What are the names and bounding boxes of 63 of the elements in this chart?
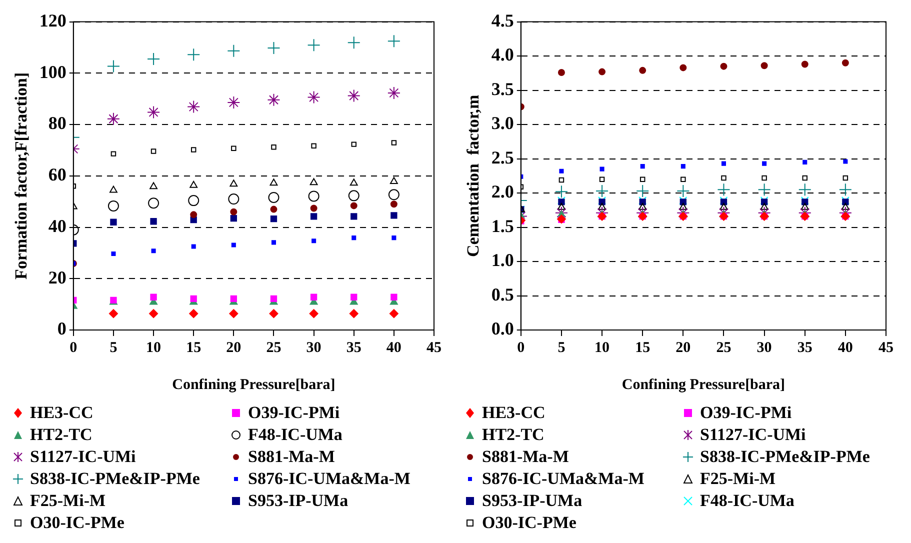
x-tick-label: 20	[676, 340, 691, 356]
y-axis-title: Cementation factor,m	[464, 94, 483, 258]
y-tick-label: 3.0	[491, 113, 514, 134]
x-axis-title: Confining Pressure[bara]	[622, 376, 786, 393]
legend-label: S953-IP-UMa	[482, 490, 582, 512]
x-tick-label: 40	[838, 340, 853, 356]
legend-label: HE3-CC	[482, 402, 546, 424]
y-tick-label: 60	[48, 164, 66, 185]
x-tick-label: 30	[756, 340, 772, 356]
y-tick-label: 20	[48, 267, 66, 288]
legend-label: O30-IC-PMe	[482, 512, 576, 534]
y-tick-label: 100	[39, 62, 66, 82]
legend-label: S881-Ma-M	[482, 446, 569, 468]
legend-label: HT2-TC	[30, 424, 92, 446]
x-tick-label: 25	[266, 340, 282, 356]
legend-label: S876-IC-UMa&Ma-M	[248, 468, 410, 490]
y-tick-label: 4.0	[491, 44, 514, 65]
x-tick-label: 15	[635, 340, 650, 356]
y-tick-label: 4.5	[491, 10, 514, 30]
y-axis-title: Formation factor,F[fraction]	[12, 72, 31, 280]
x-tick-label: 35	[346, 340, 362, 356]
legend-label: HE3-CC	[30, 402, 94, 424]
legend-label: F48-IC-UMa	[700, 490, 794, 512]
x-tick-label: 30	[306, 340, 322, 356]
x-tick-label: 45	[426, 340, 442, 356]
y-tick-label: 1.5	[491, 216, 514, 236]
y-tick-label: 40	[48, 216, 66, 236]
x-tick-label: 40	[386, 340, 402, 356]
y-tick-label: 1.0	[491, 250, 514, 270]
y-tick-label: 3.5	[491, 78, 514, 99]
legend-label: O30-IC-PMe	[30, 512, 124, 534]
x-tick-label: 5	[110, 340, 118, 356]
legend-label: F48-IC-UMa	[248, 424, 342, 446]
x-tick-label: 20	[226, 340, 242, 356]
y-tick-label: 0	[57, 318, 66, 339]
x-tick-label: 35	[797, 340, 812, 356]
y-tick-label: 80	[48, 113, 66, 134]
y-tick-label: 120	[39, 10, 66, 30]
x-tick-label: 25	[716, 340, 732, 356]
legend-label: S1127-IC-UMi	[700, 424, 806, 446]
legend-label: O39-IC-PMi	[248, 402, 340, 424]
x-tick-label: 10	[146, 340, 162, 356]
legend-label: S876-IC-UMa&Ma-M	[482, 468, 644, 490]
legend-label: S881-Ma-M	[248, 446, 335, 468]
y-tick-label: 2.0	[491, 182, 514, 202]
legend-label: S953-IP-UMa	[248, 490, 348, 512]
x-tick-label: 45	[878, 340, 894, 356]
x-tick-label: 0	[517, 340, 525, 356]
x-tick-label: 0	[70, 340, 78, 356]
legend-label: S838-IC-PMe&IP-PMe	[30, 468, 200, 490]
x-tick-label: 5	[558, 340, 566, 356]
legend-label: F25-Mi-M	[700, 468, 776, 490]
x-tick-label: 15	[186, 340, 202, 356]
y-tick-label: 2.5	[491, 147, 514, 168]
legend-label: S1127-IC-UMi	[30, 446, 136, 468]
legend-label: HT2-TC	[482, 424, 544, 446]
y-tick-label: 0.5	[491, 284, 514, 304]
y-tick-label: 0.0	[491, 318, 514, 339]
legend-label: F25-Mi-M	[30, 490, 106, 512]
x-axis-title: Confining Pressure[bara]	[172, 376, 336, 393]
legend-label: O39-IC-PMi	[700, 402, 792, 424]
legend-label: S838-IC-PMe&IP-PMe	[700, 446, 870, 468]
x-tick-label: 10	[594, 340, 610, 356]
